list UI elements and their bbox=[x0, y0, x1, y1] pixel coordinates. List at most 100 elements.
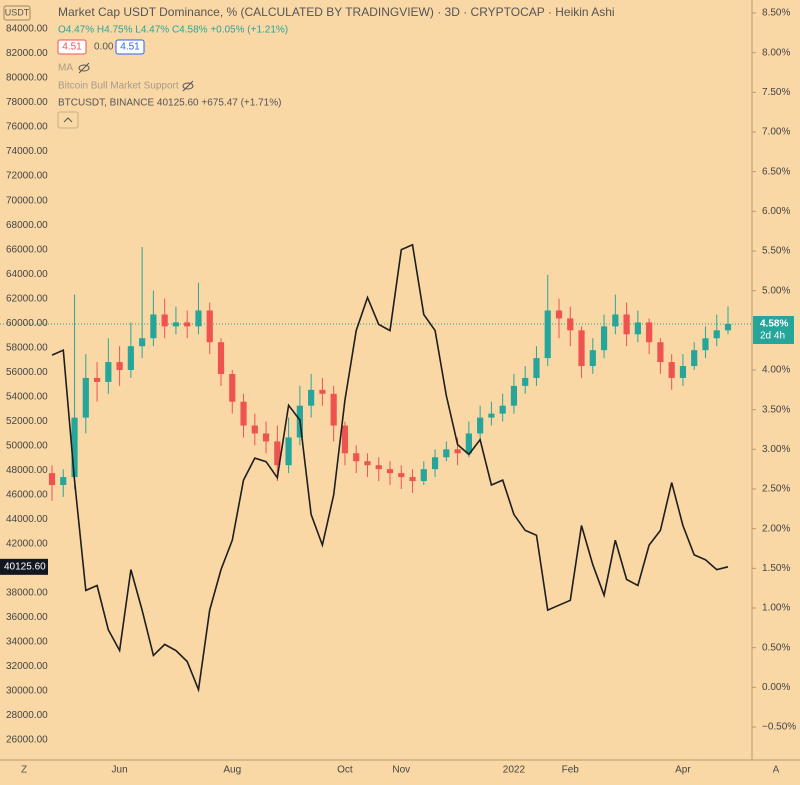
candle-body bbox=[589, 350, 596, 367]
y-tick-label: 34000.00 bbox=[6, 637, 48, 648]
y2-tick-label: 6.00% bbox=[762, 206, 790, 217]
y2-tick-label: 5.50% bbox=[762, 246, 790, 257]
y-tick-label: 36000.00 bbox=[6, 612, 48, 623]
candle-body bbox=[82, 377, 89, 418]
y-tick-label: 48000.00 bbox=[6, 465, 48, 476]
y-tick-label: 54000.00 bbox=[6, 391, 48, 402]
y-tick-label: 38000.00 bbox=[6, 588, 48, 599]
candle-body bbox=[612, 314, 619, 327]
y2-tick-label: 4.00% bbox=[762, 365, 790, 376]
x-tick-label: Jun bbox=[112, 765, 128, 776]
candle-body bbox=[229, 373, 236, 402]
candle-body bbox=[544, 310, 551, 359]
candle-body bbox=[375, 465, 382, 470]
y-tick-label: 78000.00 bbox=[6, 97, 48, 108]
candle-body bbox=[48, 473, 56, 486]
y-tick-label: 60000.00 bbox=[6, 318, 48, 329]
y-tick-label: 82000.00 bbox=[6, 48, 48, 59]
last-badge bbox=[753, 315, 794, 344]
candle-body bbox=[60, 477, 67, 486]
ohlc-legend: O4.47% H4.75% L4.47% C4.58% +0.05% (+1.2… bbox=[58, 25, 288, 36]
input-box[interactable] bbox=[115, 39, 145, 55]
corner-label[interactable]: A bbox=[773, 765, 780, 776]
candle-body bbox=[262, 433, 270, 442]
y-tick-label: 42000.00 bbox=[6, 539, 48, 550]
x-tick-label: Aug bbox=[223, 765, 241, 776]
y-tick-label: 32000.00 bbox=[6, 661, 48, 672]
y2-tick-label: 8.00% bbox=[762, 47, 790, 58]
x-tick-label: Feb bbox=[562, 765, 580, 776]
candle-body bbox=[578, 330, 585, 367]
y-tick-label: 72000.00 bbox=[6, 171, 48, 182]
plot bbox=[0, 243, 752, 693]
candle-body bbox=[623, 314, 630, 335]
input-value: 4.51 bbox=[62, 42, 82, 53]
corner-label[interactable]: Z bbox=[21, 765, 27, 776]
input-box[interactable] bbox=[57, 39, 87, 55]
y-tick-label: 74000.00 bbox=[6, 146, 48, 157]
input-value: 0.00 bbox=[94, 42, 114, 53]
candle-body bbox=[713, 330, 720, 339]
y2-tick-label: 5.00% bbox=[762, 285, 790, 296]
candle-body bbox=[150, 314, 157, 339]
y-tick-label: 84000.00 bbox=[6, 24, 48, 35]
candle-body bbox=[251, 425, 258, 434]
candle-body bbox=[600, 326, 608, 351]
candle-body bbox=[330, 393, 337, 426]
candle-body bbox=[533, 358, 540, 378]
candle-body bbox=[386, 469, 394, 474]
y2-tick-label: 1.00% bbox=[762, 603, 790, 614]
y-tick-label: 28000.00 bbox=[6, 710, 48, 721]
hidden-icon[interactable] bbox=[182, 80, 194, 92]
x-tick-label: Nov bbox=[392, 765, 410, 776]
candle-body bbox=[522, 377, 529, 386]
candle-body bbox=[127, 346, 134, 370]
y-tick-label: 62000.00 bbox=[6, 293, 48, 304]
candle-body bbox=[465, 433, 472, 454]
indicator-name: Bitcoin Bull Market Support bbox=[58, 81, 179, 92]
y2-tick-label: 3.50% bbox=[762, 404, 790, 415]
y-tick-label: 26000.00 bbox=[6, 735, 48, 746]
x-tick-label: Oct bbox=[337, 765, 353, 776]
candle-body bbox=[285, 437, 292, 466]
y-tick-label: 68000.00 bbox=[6, 220, 48, 231]
candle-body bbox=[679, 366, 687, 378]
candle-body bbox=[724, 323, 732, 331]
y-tick-label: 58000.00 bbox=[6, 342, 48, 353]
price-badge bbox=[0, 558, 48, 575]
y2-tick-label: 7.50% bbox=[762, 87, 790, 98]
candle-body bbox=[364, 461, 371, 466]
candle-body bbox=[184, 322, 191, 327]
candle-body bbox=[139, 338, 146, 347]
candle-body bbox=[668, 362, 675, 378]
candle-body bbox=[105, 362, 112, 382]
candle-body bbox=[443, 449, 450, 458]
x-tick-label: Apr bbox=[675, 765, 691, 776]
y-tick-label: 52000.00 bbox=[6, 416, 48, 427]
y-tick-label: 30000.00 bbox=[6, 686, 48, 697]
y2-tick-label: 2.00% bbox=[762, 523, 790, 534]
candle-body bbox=[409, 477, 416, 482]
y2-tick-label: 2.50% bbox=[762, 484, 790, 495]
y-tick-label: 50000.00 bbox=[6, 440, 48, 451]
candle-body bbox=[657, 342, 664, 363]
y-tick-label: 70000.00 bbox=[6, 195, 48, 206]
price-badge-label: 40125.60 bbox=[4, 561, 46, 572]
y-tick-label: 80000.00 bbox=[6, 73, 48, 84]
candle-body bbox=[634, 322, 641, 335]
y2-tick-label: −0.50% bbox=[762, 722, 796, 733]
candle-body bbox=[510, 385, 518, 406]
candle-body bbox=[274, 441, 281, 466]
collapse-button[interactable] bbox=[57, 111, 79, 129]
scale-box[interactable] bbox=[3, 5, 31, 21]
indicator-name: MA bbox=[58, 63, 73, 74]
hidden-icon[interactable] bbox=[78, 62, 90, 74]
candle-body bbox=[195, 310, 202, 327]
collapse-icon bbox=[63, 117, 73, 123]
y2-tick-label: 3.00% bbox=[762, 444, 790, 455]
candle-body bbox=[488, 413, 495, 418]
y2-tick-label: 6.50% bbox=[762, 166, 790, 177]
last-badge-note: 2d 4h bbox=[760, 331, 785, 342]
